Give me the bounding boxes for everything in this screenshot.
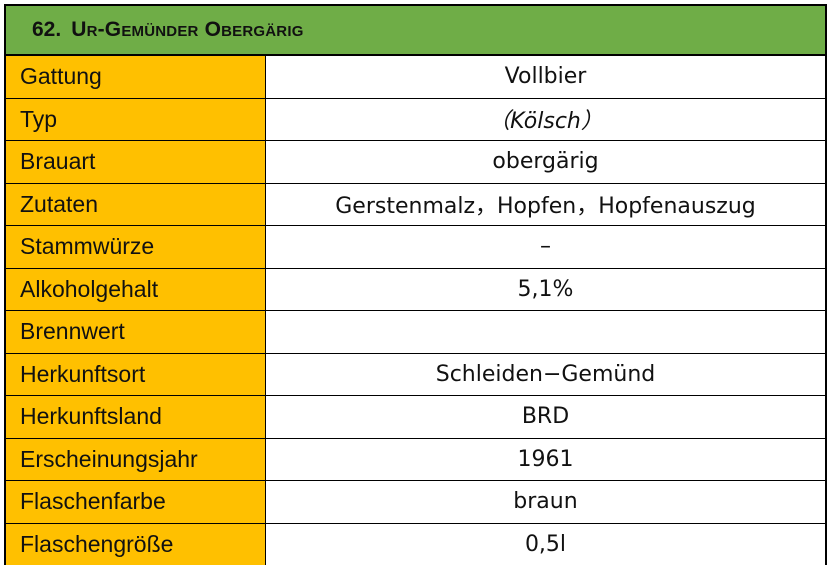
beer-datasheet: 62. Ur-Gemünder Obergärig Gattung Vollbi… [4, 4, 827, 565]
row-value: 1961 [265, 437, 825, 481]
row-label: Erscheinungsjahr [6, 437, 266, 481]
title-name: Ur-Gemünder Obergärig [71, 18, 304, 41]
properties-table: Gattung Vollbier Typ （Kölsch） Brauart ob… [6, 56, 825, 565]
row-label: Brauart [6, 140, 266, 183]
row-value: – [265, 225, 825, 268]
table-row-flaschenfarbe: Flaschenfarbe braun [6, 480, 825, 523]
table-row-typ: Typ （Kölsch） [6, 97, 825, 141]
row-value: Schleiden−Gemünd [265, 352, 825, 396]
title-bar: 62. Ur-Gemünder Obergärig [6, 6, 825, 56]
row-value: BRD [265, 395, 825, 438]
row-label: Flaschenfarbe [6, 480, 266, 523]
row-value: （Kölsch） [265, 97, 825, 141]
row-value: 5,1% [265, 267, 825, 311]
row-label: Typ [6, 97, 266, 141]
table-row-herkunftsort: Herkunftsort Schleiden−Gemünd [6, 352, 825, 396]
row-label: Zutaten [6, 182, 266, 226]
row-label: Brennwert [6, 310, 266, 353]
row-label: Flaschengröße [6, 522, 266, 565]
row-value: braun [265, 480, 825, 523]
title-number: 62. [32, 18, 62, 41]
row-label: Alkoholgehalt [6, 267, 266, 311]
table-row-flaschengroesse: Flaschengröße 0,5l [6, 522, 825, 565]
row-value: Gerstenmalz，Hopfen，Hopfenauszug [265, 182, 825, 226]
row-value: 0,5l [265, 522, 825, 565]
table-row-stammwuerze: Stammwürze – [6, 225, 825, 268]
row-value: Vollbier [265, 56, 825, 98]
row-label: Herkunftsort [6, 352, 266, 396]
table-row-alkoholgehalt: Alkoholgehalt 5,1% [6, 267, 825, 311]
row-label: Stammwürze [6, 225, 266, 268]
row-value [265, 310, 825, 353]
row-value: obergärig [265, 140, 825, 183]
table-row-herkunftsland: Herkunftsland BRD [6, 395, 825, 438]
table-row-brauart: Brauart obergärig [6, 140, 825, 183]
table-row-gattung: Gattung Vollbier [6, 56, 825, 98]
table-row-brennwert: Brennwert [6, 310, 825, 353]
row-label: Gattung [6, 56, 266, 98]
row-label: Herkunftsland [6, 395, 266, 438]
table-row-erscheinungsjahr: Erscheinungsjahr 1961 [6, 437, 825, 481]
table-row-zutaten: Zutaten Gerstenmalz，Hopfen，Hopfenauszug [6, 182, 825, 226]
